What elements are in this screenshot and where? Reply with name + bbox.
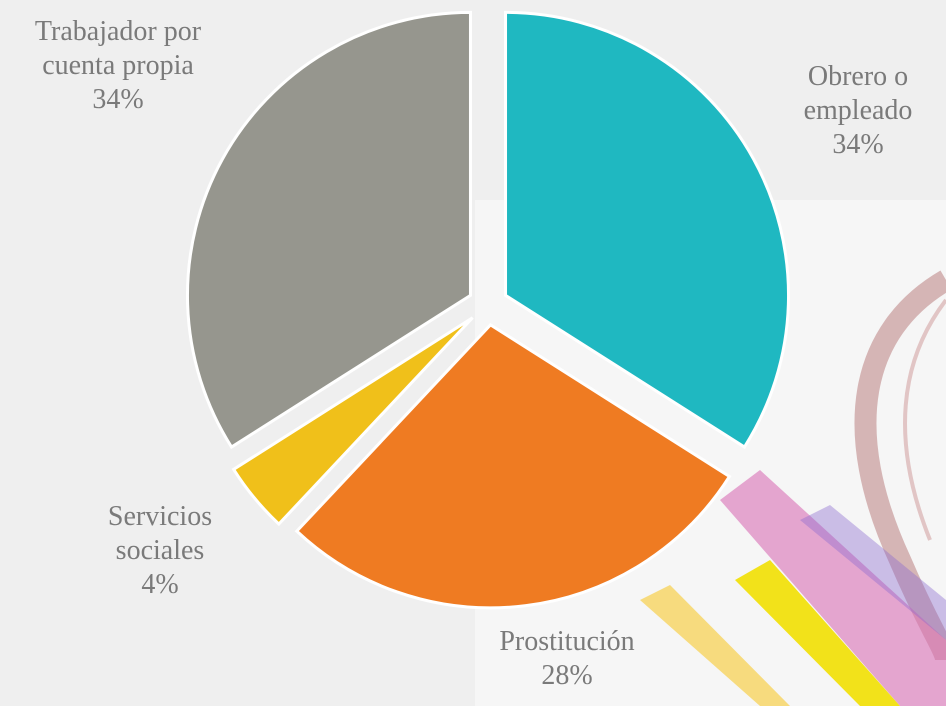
page: Obrero o empleado34%Prostitución28%Servi… — [0, 0, 946, 706]
category-name: Obrero o empleado — [768, 60, 946, 128]
value-label: 4% — [70, 568, 250, 602]
value-label: 28% — [457, 659, 677, 693]
category-name: Prostitución — [457, 625, 677, 659]
category-name: Servicios sociales — [70, 500, 250, 568]
pie-slice — [187, 12, 470, 447]
category-name: Trabajador por cuenta propia — [18, 15, 218, 83]
value-label: 34% — [18, 83, 218, 117]
value-label: 34% — [768, 128, 946, 162]
